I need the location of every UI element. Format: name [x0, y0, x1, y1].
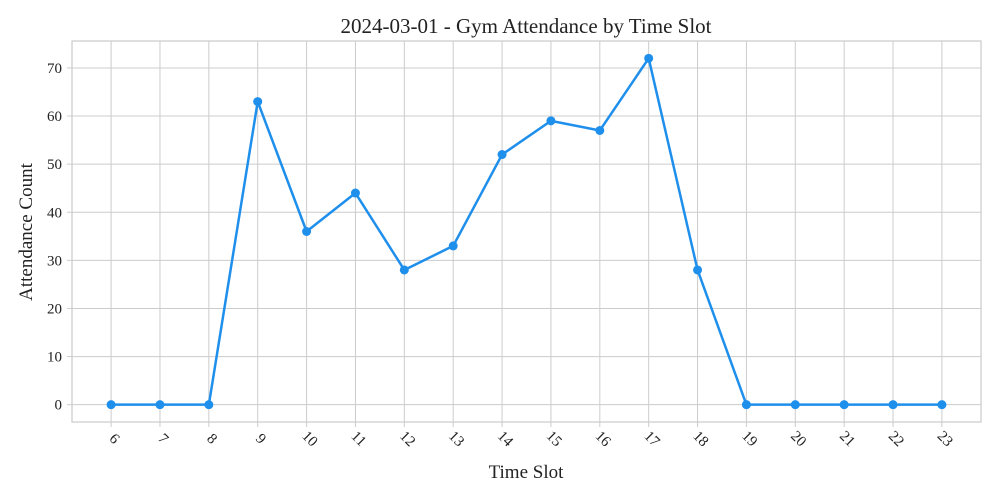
data-point: [888, 400, 898, 410]
data-point: [253, 97, 263, 107]
grid: [72, 41, 981, 422]
chart-title: 2024-03-01 - Gym Attendance by Time Slot: [341, 14, 712, 38]
x-axis-label: Time Slot: [489, 462, 565, 483]
y-axis-label: Attendance Count: [16, 162, 37, 300]
x-tick-label: 15: [543, 428, 565, 450]
y-tick-label: 20: [47, 301, 62, 317]
data-point: [448, 241, 458, 251]
data-point: [546, 116, 556, 126]
y-tick-label: 0: [55, 398, 63, 414]
x-tick-label: 19: [738, 428, 760, 450]
x-tick-label: 18: [689, 428, 711, 450]
x-tick-label: 11: [348, 428, 370, 450]
x-tick-label: 20: [787, 428, 809, 450]
data-point: [937, 400, 947, 410]
plot-frame: [71, 40, 982, 423]
x-tick-label: 23: [934, 428, 956, 450]
x-tick-label: 7: [154, 431, 171, 448]
series-layer: [106, 53, 947, 410]
x-tick-label: 16: [592, 428, 614, 450]
y-tick-label: 70: [47, 61, 62, 77]
y-tick-label: 40: [47, 205, 62, 221]
y-tick-label: 30: [47, 253, 62, 269]
data-point: [595, 125, 605, 135]
data-point: [106, 400, 116, 410]
data-point: [644, 53, 654, 63]
x-tick-label: 14: [494, 428, 516, 450]
data-point: [302, 227, 312, 236]
y-tick-label: 50: [47, 157, 62, 173]
data-point: [790, 400, 800, 410]
x-tick-label: 9: [252, 431, 269, 448]
x-tick-label: 10: [298, 428, 320, 450]
data-point: [497, 150, 507, 160]
data-point: [741, 400, 751, 410]
data-point: [693, 265, 703, 275]
x-tick-label: 21: [836, 428, 858, 450]
data-point: [839, 400, 849, 410]
x-tick-label: 13: [445, 428, 467, 450]
x-tick-label: 17: [641, 428, 663, 450]
series-line: [111, 57, 942, 406]
data-point: [350, 188, 360, 198]
x-tick-label: 12: [396, 428, 418, 450]
y-tick-label: 60: [47, 109, 62, 125]
x-tick-label: 22: [885, 428, 907, 450]
x-tick-label: 6: [106, 431, 123, 448]
data-point: [204, 400, 214, 410]
x-tick-label: 8: [203, 431, 220, 448]
data-point: [399, 265, 409, 275]
axis-ticks: 0 10 20 30 40 50 60 70 6 7 8 9 10 11 12 13 14 15 16 17 18 19 2…: [47, 61, 956, 451]
data-point: [155, 400, 165, 410]
y-tick-label: 10: [47, 350, 62, 366]
